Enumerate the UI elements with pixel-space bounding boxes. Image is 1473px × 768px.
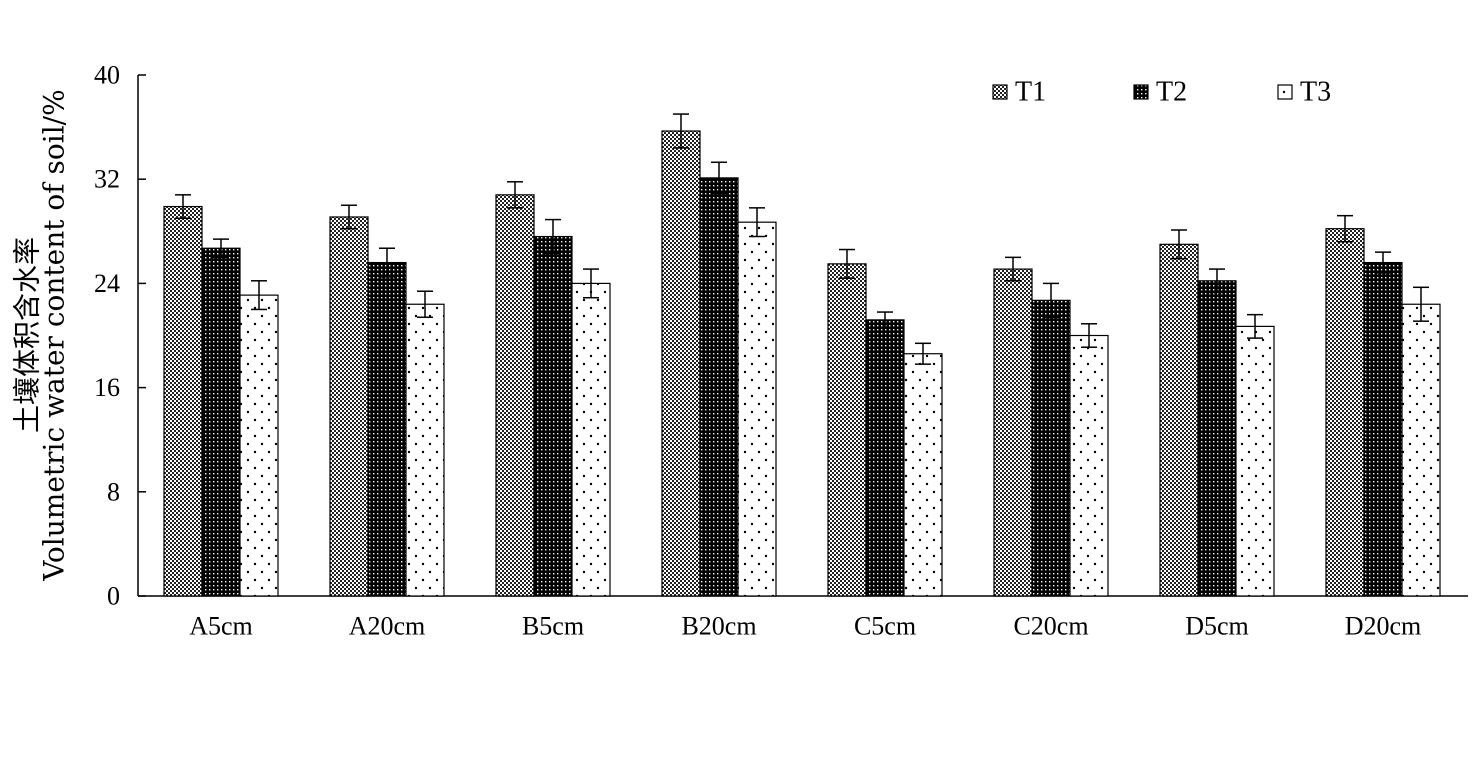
bars — [163, 130, 1441, 597]
bar-t2 — [699, 177, 739, 597]
x-tick-label: D20cm — [1345, 612, 1422, 641]
y-tick-label: 40 — [94, 61, 120, 90]
y-tick-label: 24 — [94, 269, 120, 298]
bar-t1 — [993, 268, 1033, 597]
bar-t2 — [865, 319, 905, 597]
y-axis-title-cn: 土壤体积含水率 — [11, 237, 44, 433]
bar-t1 — [1159, 243, 1199, 597]
y-tick-label: 16 — [94, 373, 120, 402]
y-axis-title-en: Volumetric water content of soil/% — [38, 89, 71, 581]
bar-t3 — [571, 282, 611, 597]
x-tick-label: A5cm — [189, 612, 253, 641]
x-tick-label: C20cm — [1013, 612, 1088, 641]
bar-t1 — [1325, 228, 1365, 597]
bar-t2 — [1031, 299, 1071, 597]
bar-t3 — [903, 353, 943, 597]
legend-label-t3: T3 — [1300, 77, 1331, 108]
legend-swatch-t2 — [1133, 84, 1149, 100]
bar-t3 — [1069, 334, 1109, 597]
bar-t2 — [367, 261, 407, 597]
legend-swatch-t1 — [992, 84, 1008, 100]
bar-t3 — [737, 221, 777, 597]
legend: T1 T2 T3 — [992, 77, 1331, 108]
legend-label-t1: T1 — [1015, 77, 1046, 108]
bar-t2 — [533, 235, 573, 597]
y-axis: 0 8 16 24 32 40 — [94, 61, 146, 611]
legend-swatch-t3 — [1277, 84, 1293, 100]
y-tick-label: 8 — [107, 477, 120, 506]
bar-t3 — [1401, 303, 1441, 597]
bar-t1 — [329, 216, 369, 597]
x-tick-label: D5cm — [1185, 612, 1249, 641]
bar-t2 — [1363, 261, 1403, 597]
bar-t2 — [201, 247, 241, 597]
bar-t2 — [1197, 280, 1237, 597]
x-tick-label: A20cm — [349, 612, 426, 641]
x-tick-label: B20cm — [681, 612, 756, 641]
bar-t3 — [239, 294, 279, 597]
error-bars — [175, 113, 1429, 365]
y-axis-title: 土壤体积含水率 Volumetric water content of soil… — [11, 89, 71, 581]
x-axis: A5cm A20cm B5cm B20cm C5cm C20cm D5cm D20cm — [138, 595, 1468, 641]
y-tick-label: 0 — [107, 582, 120, 611]
bar-t1 — [661, 130, 701, 597]
bar-t1 — [827, 263, 867, 597]
bar-t3 — [405, 303, 445, 597]
x-tick-label: B5cm — [522, 612, 584, 641]
legend-label-t2: T2 — [1156, 77, 1187, 108]
bar-t1 — [495, 194, 535, 597]
y-tick-label: 32 — [94, 165, 120, 194]
bar-t1 — [163, 205, 203, 597]
x-tick-label: C5cm — [854, 612, 916, 641]
bar-t3 — [1235, 325, 1275, 597]
